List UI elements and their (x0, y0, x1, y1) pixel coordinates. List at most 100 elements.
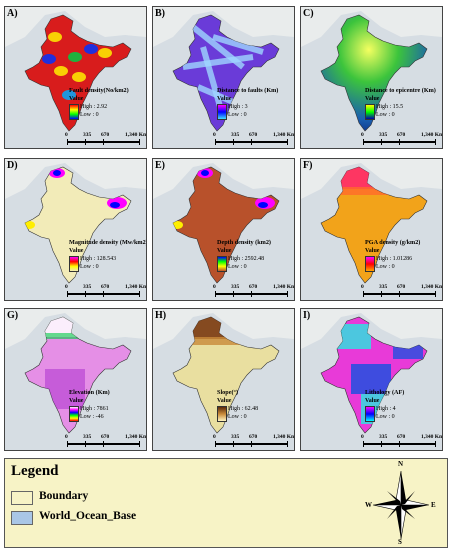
scale-tick (85, 139, 86, 145)
value-high: High : 2592.48 (228, 256, 265, 262)
scale-tick (103, 139, 104, 145)
scale-tick (435, 441, 436, 447)
map-panel-h: H) Slope(°) Value High : 62.48 Low : 0 0 335 67… (152, 308, 295, 451)
india-map (301, 7, 442, 132)
india-map (5, 309, 146, 434)
compass-w-label: W (365, 501, 372, 509)
scale-label: 1,340 Km (421, 132, 443, 138)
legend-item-label: Boundary (39, 490, 89, 502)
scale-label: 670 (397, 132, 406, 138)
panel-title: Elevation (Km) (69, 389, 110, 396)
scale-tick (381, 139, 382, 145)
india-landmass (172, 316, 280, 434)
panel-label: F) (303, 160, 313, 171)
value-low: Low : 0 (376, 414, 395, 420)
scale-tick (139, 139, 140, 145)
panel-title: PGA density (g/km2) (365, 239, 421, 246)
india-map (5, 159, 146, 284)
color-ramp-legend (69, 256, 79, 272)
scale-tick (251, 291, 252, 297)
panel-label: A) (7, 8, 18, 19)
value-low: Low : -46 (80, 414, 104, 420)
scale-tick (363, 291, 364, 297)
scale-tick (85, 291, 86, 297)
scale-tick (363, 139, 364, 145)
scale-tick (139, 291, 140, 297)
boundary-swatch (11, 491, 33, 505)
color-ramp-legend (217, 406, 227, 422)
scale-label: 0 (361, 434, 364, 440)
map-panel-b: B) Distance to faults (Km) Value High : 3 Lo… (152, 6, 295, 149)
india-map (301, 309, 442, 434)
scale-tick (215, 139, 216, 145)
color-ramp-legend (365, 104, 375, 120)
map-panel-i: I) Lithology (AF) Value High : 4 Low : 0 0 335… (300, 308, 443, 451)
india-landmass (172, 166, 280, 284)
scale-label: 1,340 Km (125, 284, 147, 290)
scale-bar: 0 335 670 1,340 Km (65, 284, 146, 298)
scale-label: 670 (101, 132, 110, 138)
value-high: High : 2.92 (80, 104, 108, 110)
scale-bar: 0 335 670 1,340 Km (361, 284, 442, 298)
panel-title: Magnitude density (Mw/km2) (69, 239, 147, 246)
value-low: Low : 0 (228, 112, 247, 118)
scale-tick (287, 291, 288, 297)
map-panel-c: C) Distance to epicentre (Km) Value High : … (300, 6, 443, 149)
scale-label: 670 (101, 284, 110, 290)
scale-tick (103, 291, 104, 297)
legend-title: Legend (11, 463, 59, 479)
scale-label: 670 (249, 434, 258, 440)
scale-label: 670 (249, 132, 258, 138)
india-map (301, 159, 442, 284)
compass-e-label: E (431, 501, 436, 509)
india-landmass (320, 166, 428, 284)
value-heading: Value (69, 96, 84, 102)
scale-tick (381, 291, 382, 297)
scale-label: 1,340 Km (125, 434, 147, 440)
panel-title: Lithology (AF) (365, 389, 405, 396)
value-heading: Value (365, 248, 380, 254)
value-high: High : 1.01286 (376, 256, 413, 262)
scale-label: 670 (397, 284, 406, 290)
scale-tick (139, 441, 140, 447)
scale-label: 0 (361, 132, 364, 138)
ocean-swatch (11, 511, 33, 525)
scale-label: 670 (397, 434, 406, 440)
scale-bar: 0 335 670 1,340 Km (65, 132, 146, 146)
scale-tick (103, 441, 104, 447)
panel-title: Depth density (km2) (217, 239, 271, 246)
value-high: High : 7861 (80, 406, 109, 412)
scale-tick (233, 441, 234, 447)
value-heading: Value (217, 96, 232, 102)
value-high: High : 128.543 (80, 256, 117, 262)
scale-bar: 0 335 670 1,340 Km (213, 434, 294, 448)
value-low: Low : 0 (228, 414, 247, 420)
scale-bar: 0 335 670 1,340 Km (361, 132, 442, 146)
panel-label: H) (155, 310, 167, 321)
scale-tick (251, 441, 252, 447)
scale-tick (67, 291, 68, 297)
map-panel-e: E) Depth density (km2) Value High : 2592.48… (152, 158, 295, 301)
map-panel-a: A) Fault density(No/km2) Value High : 2.92 L… (4, 6, 147, 149)
legend-item-label: World_Ocean_Base (39, 510, 137, 522)
panel-label: C) (303, 8, 314, 19)
scale-label: 335 (379, 132, 388, 138)
panel-title: Distance to epicentre (Km) (365, 87, 436, 94)
scale-label: 0 (213, 132, 216, 138)
scale-label: 1,340 Km (273, 284, 295, 290)
scale-bar: 0 335 670 1,340 Km (65, 434, 146, 448)
scale-label: 1,340 Km (273, 132, 295, 138)
compass-s-label: S (398, 538, 402, 546)
value-low: Low : 0 (80, 112, 99, 118)
scale-tick (233, 291, 234, 297)
scale-tick (363, 441, 364, 447)
value-heading: Value (69, 248, 84, 254)
value-heading: Value (217, 248, 232, 254)
map-panel-d: D) Magnitude density (Mw/km2) Value High : … (4, 158, 147, 301)
panel-label: G) (7, 310, 19, 321)
panel-title: Fault density(No/km2) (69, 87, 129, 94)
scale-tick (435, 291, 436, 297)
scale-label: 335 (83, 284, 92, 290)
value-low: Low : 0 (376, 112, 395, 118)
scale-bar: 0 335 670 1,340 Km (361, 434, 442, 448)
